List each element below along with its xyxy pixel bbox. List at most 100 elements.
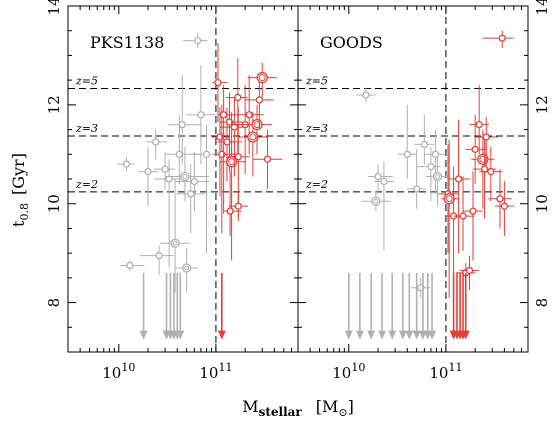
- data-point: [488, 169, 512, 229]
- panel-goods: z=5 z=3 z=2 8 10 12 14 1010 1011 GOODS: [297, 0, 551, 382]
- plot-area: [68, 6, 298, 352]
- svg-text:Mstellar[M⊙]: Mstellar [M⊙]: [242, 397, 354, 419]
- data-point: [160, 179, 190, 293]
- svg-text:t0.8[Gyr]: t0.8 [Gyr]: [9, 153, 31, 227]
- panel-pks1138: z=5 z=3 z=2 8 10 12 14 1010 1011 PKS1138: [45, 0, 299, 382]
- data-point: [465, 114, 487, 184]
- data-point: [474, 117, 498, 167]
- data-point: [448, 119, 471, 254]
- upper-limit-arrow: [461, 272, 470, 340]
- x-tick-label: 1010: [332, 361, 365, 382]
- upper-limit-arrow: [176, 272, 185, 340]
- upper-limit-arrow: [139, 272, 148, 340]
- data-point: [175, 248, 199, 293]
- plot-frame: [297, 5, 529, 353]
- data-point: [479, 146, 503, 202]
- data-point: [186, 65, 216, 165]
- data-point: [139, 245, 174, 276]
- data-point: [406, 149, 427, 209]
- y-tick-label: 10: [45, 194, 63, 213]
- y-tick-label: 8: [533, 298, 551, 308]
- data-point: [463, 171, 483, 261]
- data-point: [397, 104, 417, 179]
- upper-limit-arrow: [217, 272, 226, 340]
- data-point: [252, 129, 283, 189]
- upper-limit-arrow: [355, 272, 364, 340]
- x-tick-label: 1011: [199, 361, 232, 382]
- x-label-unit-sym: ⊙: [338, 406, 347, 419]
- x-label-unit-close: ]: [348, 397, 354, 416]
- series-low-mass: [344, 87, 448, 340]
- upper-limit-arrow: [367, 272, 376, 340]
- x-label-sub: stellar: [259, 405, 303, 419]
- y-tick-label: 14: [45, 0, 63, 16]
- data-point: [219, 97, 245, 177]
- upper-limit-arrow: [388, 272, 397, 340]
- redshift-label: z=2: [305, 178, 328, 191]
- series-low-mass: [116, 33, 217, 340]
- upper-limit-arrow: [344, 272, 353, 340]
- y-label-main: t: [9, 220, 28, 227]
- data-point: [482, 30, 514, 49]
- data-point: [469, 85, 489, 155]
- data-point: [153, 151, 175, 189]
- upper-limit-arrow: [405, 272, 414, 340]
- data-point: [116, 156, 135, 172]
- data-point: [361, 191, 391, 212]
- data-point: [214, 104, 237, 234]
- redshift-label: z=3: [75, 122, 98, 135]
- data-point: [183, 33, 208, 49]
- x-axis-label: Mstellar [M⊙]: [242, 397, 354, 419]
- upper-limit-arrow: [378, 272, 387, 340]
- upper-limit-arrow: [423, 272, 432, 340]
- data-point: [146, 129, 168, 160]
- upper-limit-arrow: [412, 272, 421, 340]
- data-point: [138, 146, 158, 207]
- data-point: [494, 181, 515, 236]
- data-point: [453, 176, 475, 251]
- upper-limit-arrow: [428, 272, 437, 340]
- x-tick-label: 1010: [102, 361, 135, 382]
- data-point: [244, 80, 274, 130]
- data-point: [167, 75, 202, 165]
- y-axis-label: t0.8 [Gyr]: [9, 153, 31, 227]
- data-point: [356, 87, 376, 103]
- data-point: [247, 62, 277, 98]
- data-point: [374, 161, 394, 251]
- data-point: [416, 146, 441, 202]
- plot-area: [298, 6, 528, 352]
- x-tick-label: 1011: [429, 361, 462, 382]
- y-tick-label: 8: [45, 298, 63, 308]
- panel-title: GOODS: [320, 33, 383, 52]
- x-label-unit-open: [M: [316, 397, 339, 416]
- data-point: [368, 164, 393, 194]
- upper-limit-arrow: [418, 272, 427, 340]
- redshift-label: z=2: [75, 178, 98, 191]
- data-point: [414, 114, 435, 165]
- y-tick-label: 10: [533, 194, 551, 213]
- data-point: [441, 139, 459, 298]
- data-point: [423, 129, 446, 194]
- data-point: [176, 164, 206, 234]
- data-point: [228, 191, 249, 222]
- redshift-label: z=5: [305, 75, 328, 88]
- data-point: [120, 260, 145, 271]
- data-point: [459, 255, 480, 291]
- data-point: [224, 171, 242, 236]
- x-label-main: M: [242, 397, 258, 416]
- redshift-label: z=5: [75, 75, 98, 88]
- data-point: [191, 124, 217, 254]
- panel-title: PKS1138: [90, 33, 164, 52]
- y-tick-label: 14: [533, 0, 551, 16]
- upper-limit-arrow: [162, 272, 171, 340]
- y-label-unit: [Gyr]: [9, 153, 28, 195]
- y-tick-label: 12: [533, 95, 551, 114]
- series-high-mass: [438, 30, 515, 340]
- series-high-mass: [212, 43, 283, 340]
- ticks: [297, 5, 529, 353]
- upper-limit-arrow: [398, 272, 407, 340]
- data-point: [425, 156, 448, 207]
- redshift-label: z=3: [305, 122, 328, 135]
- data-point: [174, 151, 209, 212]
